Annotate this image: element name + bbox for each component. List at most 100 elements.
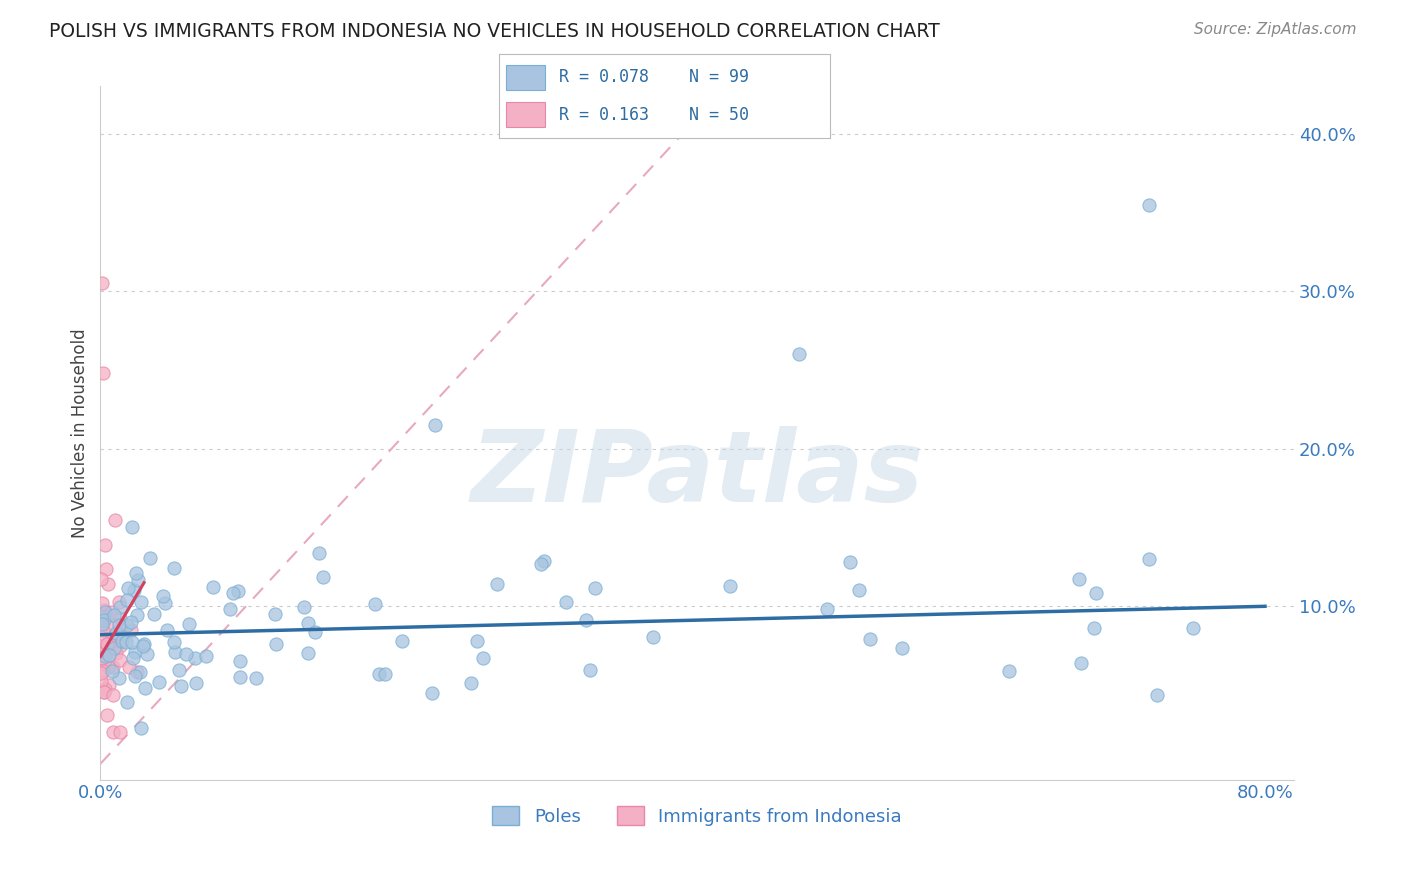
Point <box>108 653 131 667</box>
Point <box>93 665 115 679</box>
Point <box>90 651 112 665</box>
Point <box>104 513 127 527</box>
Point <box>132 639 155 653</box>
Point <box>163 561 186 575</box>
Point <box>94 562 117 576</box>
Point <box>195 648 218 663</box>
Point <box>533 553 555 567</box>
Point <box>107 595 129 609</box>
Point <box>1137 551 1160 566</box>
Point <box>105 628 128 642</box>
Point <box>167 663 190 677</box>
Point <box>91 623 114 637</box>
Point <box>117 582 139 596</box>
Point <box>90 639 112 653</box>
Point <box>308 546 330 560</box>
Point <box>575 613 598 627</box>
Point <box>222 586 245 600</box>
Point <box>1067 572 1090 586</box>
Point <box>139 551 162 566</box>
Point <box>90 620 112 634</box>
Point <box>108 599 131 614</box>
Point <box>108 622 131 636</box>
Point <box>90 652 112 666</box>
Point <box>128 665 150 679</box>
Point <box>121 634 143 648</box>
Point <box>94 649 117 664</box>
Point <box>94 681 117 696</box>
Point <box>90 572 112 586</box>
Point <box>465 633 488 648</box>
Point <box>177 617 200 632</box>
Point <box>120 623 142 637</box>
Legend: Poles, Immigrants from Indonesia: Poles, Immigrants from Indonesia <box>485 799 910 833</box>
Point <box>103 688 125 702</box>
Point <box>1085 585 1108 599</box>
Point <box>101 660 124 674</box>
Point <box>292 599 315 614</box>
Point <box>90 634 112 648</box>
Point <box>90 657 112 671</box>
Point <box>93 685 115 699</box>
Point <box>127 665 149 679</box>
Point <box>132 637 155 651</box>
Point <box>1182 622 1205 636</box>
Point <box>93 656 115 670</box>
Point <box>120 615 142 629</box>
Point <box>103 608 125 623</box>
Point <box>997 664 1019 678</box>
Point <box>115 592 138 607</box>
Point <box>93 613 115 627</box>
Point <box>186 675 208 690</box>
Point <box>718 579 741 593</box>
Point <box>229 670 252 684</box>
Point <box>110 611 132 625</box>
Text: R = 0.163    N = 50: R = 0.163 N = 50 <box>558 105 748 123</box>
Point <box>368 667 391 681</box>
Point <box>97 648 120 663</box>
Point <box>153 596 176 610</box>
Point <box>124 645 146 659</box>
Point <box>155 624 177 638</box>
Text: R = 0.078    N = 99: R = 0.078 N = 99 <box>558 69 748 87</box>
Point <box>91 366 114 380</box>
Text: ZIPatlas: ZIPatlas <box>471 426 924 523</box>
Point <box>391 634 413 648</box>
Point <box>460 676 482 690</box>
Point <box>134 681 156 695</box>
Point <box>264 607 287 622</box>
Point <box>94 538 117 552</box>
Point <box>364 597 387 611</box>
Point <box>103 640 125 655</box>
Point <box>420 686 443 700</box>
Point <box>297 616 319 631</box>
Point <box>101 725 124 739</box>
Point <box>101 664 124 678</box>
Point <box>129 595 152 609</box>
Point <box>264 637 287 651</box>
Point <box>104 625 127 640</box>
Point <box>848 583 870 598</box>
Point <box>101 605 124 619</box>
Point <box>96 618 118 632</box>
Point <box>108 617 131 632</box>
Point <box>90 616 112 631</box>
Point <box>579 663 602 677</box>
Point <box>554 595 576 609</box>
Point <box>583 581 606 595</box>
Y-axis label: No Vehicles in Household: No Vehicles in Household <box>72 328 89 538</box>
Point <box>121 650 143 665</box>
Point <box>125 607 148 622</box>
Point <box>486 577 509 591</box>
Point <box>1137 197 1160 211</box>
Point <box>98 636 121 650</box>
Point <box>148 675 170 690</box>
Point <box>97 660 120 674</box>
Point <box>229 654 252 668</box>
Point <box>93 608 115 623</box>
Point <box>125 566 148 581</box>
Point <box>90 277 112 291</box>
Point <box>226 584 249 599</box>
Point <box>165 645 187 659</box>
Point <box>91 639 114 653</box>
